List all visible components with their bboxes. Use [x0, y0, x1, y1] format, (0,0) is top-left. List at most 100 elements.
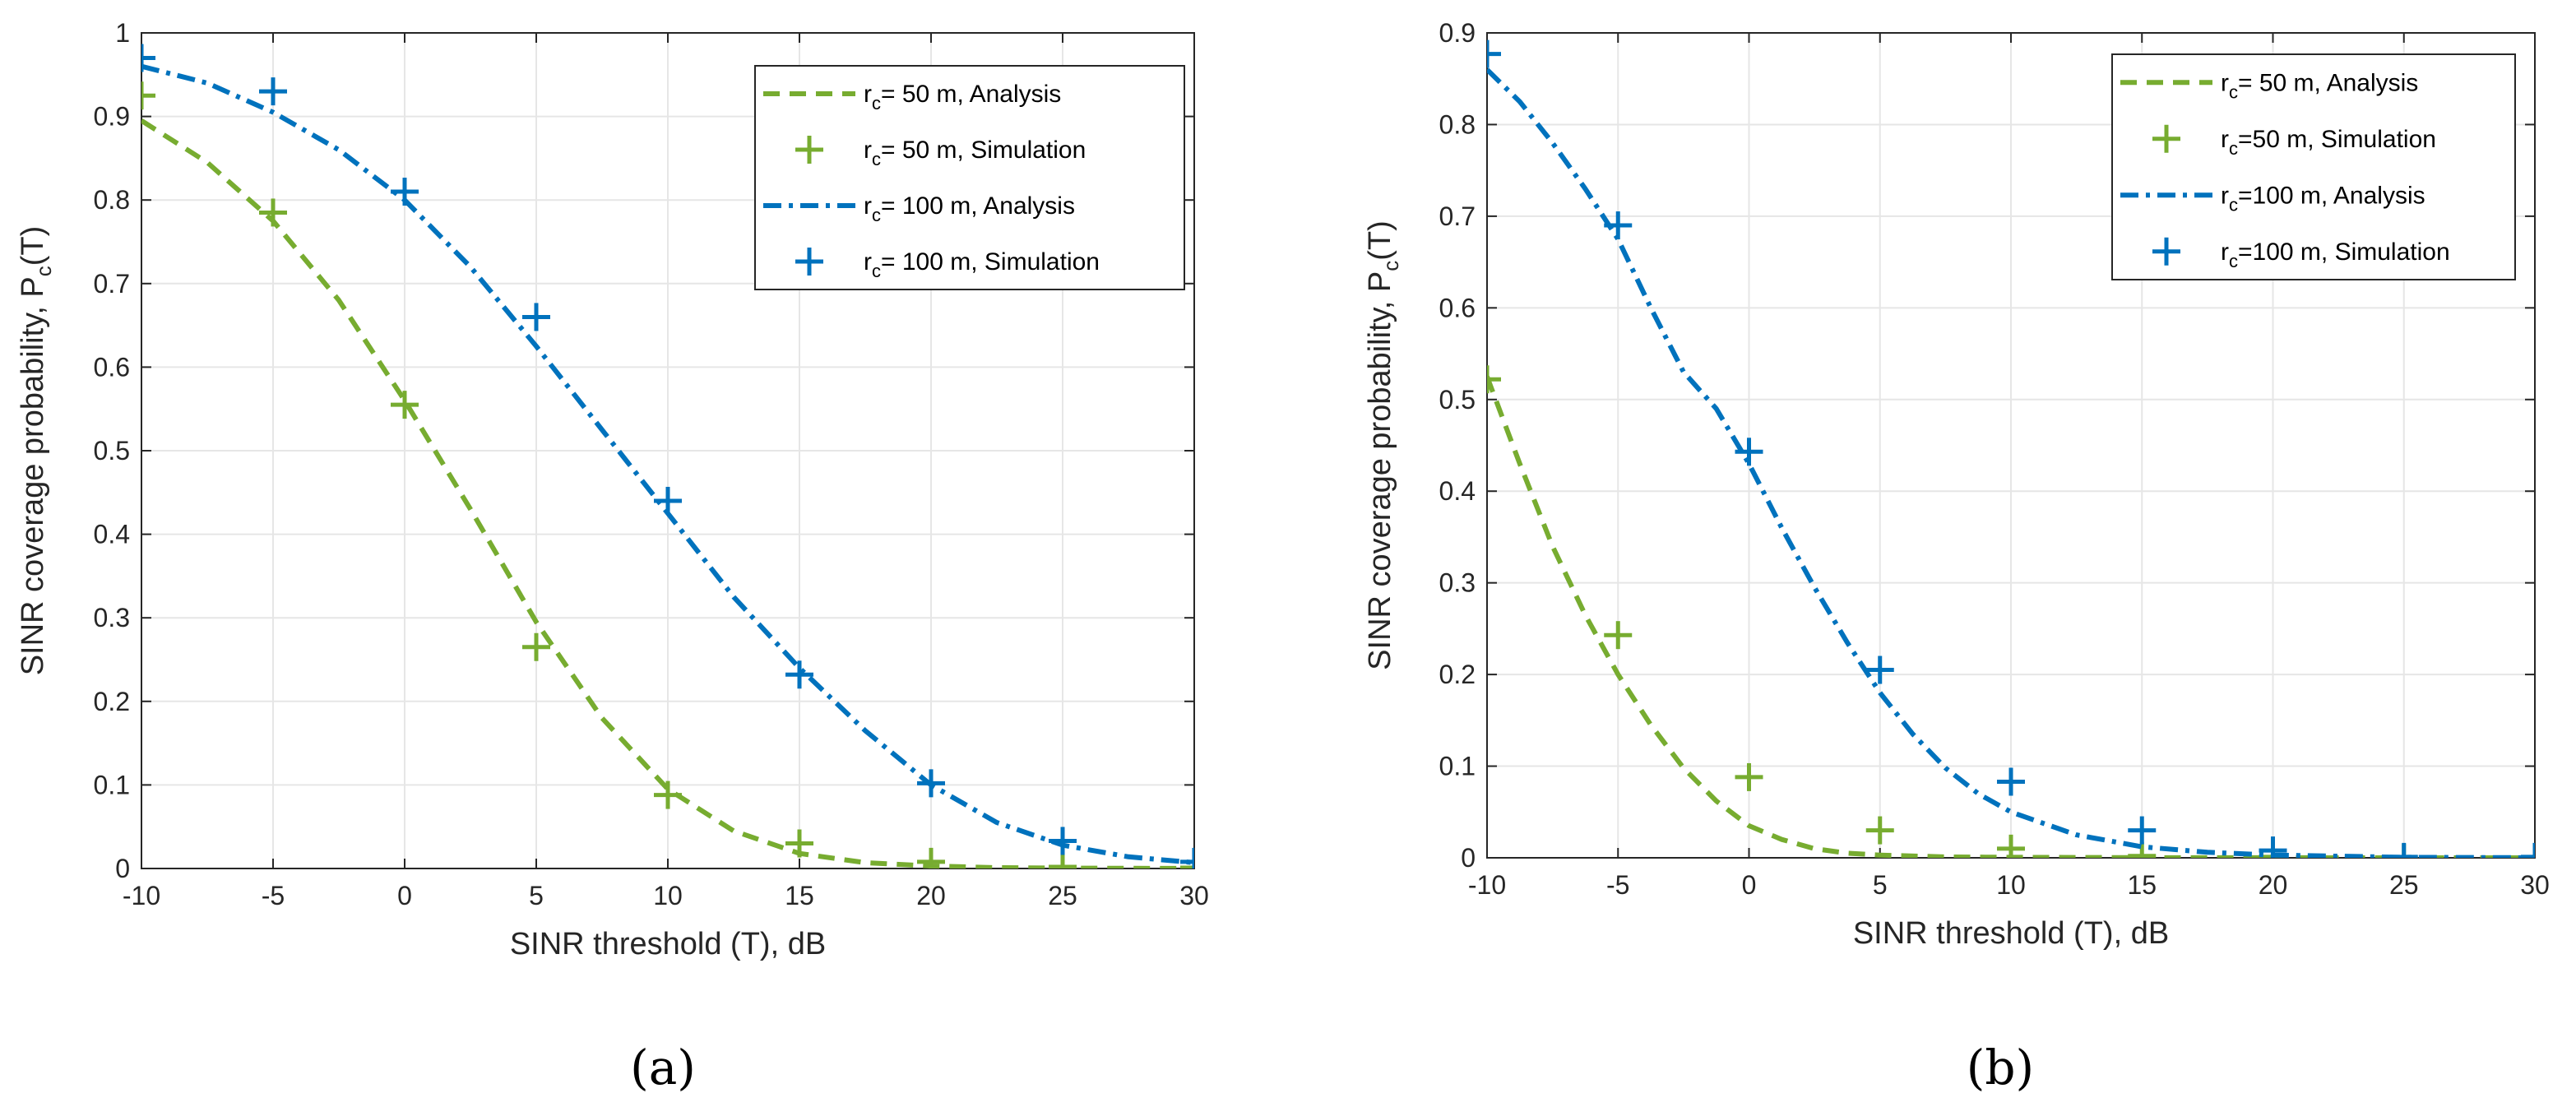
y-tick-label: 0.4: [1439, 476, 1476, 506]
x-tick-label: 20: [2259, 870, 2288, 900]
legend-label-post: = 100 m, Simulation: [881, 248, 1100, 276]
data-point: [2521, 842, 2535, 858]
legend-label-post: =100 m, Analysis: [2238, 182, 2425, 209]
data-point: [2128, 816, 2157, 845]
legend-label: rc=100 m, Simulation: [2221, 239, 2450, 271]
x-tick-label: -10: [1468, 870, 1506, 900]
legend-label-pre: r: [2221, 69, 2229, 96]
y-tick-label: 0.5: [94, 436, 130, 465]
data-point: [391, 391, 419, 419]
data-point: [785, 829, 813, 858]
data-point: [654, 780, 682, 809]
data-point: [391, 178, 419, 206]
data-point: [522, 303, 550, 331]
y-axis-label-main: SINR coverage probability, P: [16, 276, 50, 675]
y-tick-label: 0.6: [1439, 293, 1476, 322]
x-tick-label: -5: [262, 881, 285, 910]
data-point: [785, 660, 813, 689]
y-tick-label: 0.3: [94, 603, 130, 632]
legend-label-post: = 50 m, Analysis: [881, 81, 1061, 108]
legend-label-pre: r: [864, 192, 872, 220]
x-tick-label: 20: [916, 881, 946, 910]
legend-label: rc= 50 m, Simulation: [864, 137, 1086, 169]
x-axis-label: SINR threshold (T), dB: [510, 927, 826, 961]
y-tick-label: 0.4: [94, 520, 130, 549]
x-tick-label: 5: [529, 881, 544, 910]
legend-label-sub: c: [2229, 251, 2238, 271]
y-tick-label: 0.6: [94, 352, 130, 382]
legend-marker: [2152, 237, 2180, 266]
y-tick-label: 0: [1461, 843, 1476, 873]
y-axis-label-sub: c: [31, 266, 56, 276]
legend-label-sub: c: [2229, 81, 2238, 102]
data-point: [1487, 365, 1501, 394]
legend-label-sub: c: [2229, 194, 2238, 215]
chart-panel-b: -10 -5 0 5 10 15 20 25 30 0 0.1 0.2 0.3 0.4 0.5 0.6 0.7 0…: [1363, 18, 2550, 951]
data-point: [1865, 655, 1894, 684]
data-point: [2259, 836, 2287, 858]
legend-label: rc= 50 m, Analysis: [864, 81, 1061, 113]
legend-label: rc= 50 m, Analysis: [2221, 69, 2418, 102]
data-point: [259, 198, 287, 227]
y-tick-label: 0.7: [94, 269, 130, 299]
legend-label: rc=50 m, Simulation: [2221, 126, 2436, 159]
y-axis-label-tail: (T): [16, 226, 50, 266]
y-tick-label: 0.5: [1439, 385, 1476, 415]
x-tick-label: 30: [2520, 870, 2550, 900]
data-point: [917, 847, 945, 868]
chart-panel-a: -10 -5 0 5 10 15 20 25 30 0 0.1 0.2 0.3 0.4 0.5 0.6 0.7 0…: [16, 18, 1209, 961]
data-point: [1487, 39, 1501, 68]
data-point: [259, 77, 287, 106]
legend-label-pre: r: [2221, 126, 2229, 153]
y-tick-label: 0.9: [94, 102, 130, 132]
y-axis-label-main: SINR coverage probability, P: [1363, 271, 1397, 670]
y-tick-label: 0.2: [94, 687, 130, 716]
plot-series-group: [1487, 39, 2535, 858]
legend-label: rc= 100 m, Simulation: [864, 248, 1100, 281]
legend-label-pre: r: [864, 137, 872, 164]
x-tick-label: 30: [1179, 881, 1209, 910]
plot-series-group: [141, 44, 1194, 868]
data-point: [141, 81, 155, 110]
data-point: [1735, 762, 1763, 791]
data-point: [2128, 841, 2157, 858]
legend-box: [754, 65, 1185, 290]
data-point: [2389, 842, 2418, 858]
x-tick-label: 25: [1048, 881, 1077, 910]
data-point: [1049, 852, 1077, 868]
y-tick-label: 0.7: [1439, 201, 1476, 231]
legend-marker: [795, 136, 823, 164]
x-tick-label: -5: [1606, 870, 1629, 900]
y-tick-label: 0.8: [94, 185, 130, 215]
data-point: [1604, 621, 1633, 650]
legend-marker: [2152, 124, 2180, 153]
y-tick-label: 0.1: [1439, 752, 1476, 781]
legend-label-pre: r: [2221, 182, 2229, 209]
legend-label-sub: c: [872, 205, 881, 225]
y-tick-label: 0: [115, 854, 130, 883]
y-tick-label: 0.1: [94, 770, 130, 799]
data-point: [1180, 847, 1194, 868]
legend-box: [2111, 53, 2516, 280]
caption-b: (b): [1967, 1040, 2034, 1095]
legend-label-post: = 100 m, Analysis: [881, 192, 1075, 220]
y-tick-label: 0.3: [1439, 568, 1476, 598]
series-line: [1487, 67, 2535, 858]
data-point: [917, 769, 945, 798]
x-tick-label: 10: [1996, 870, 2026, 900]
y-axis-label: SINR coverage probability, Pc(T): [16, 226, 56, 676]
legend-label-post: =50 m, Simulation: [2238, 126, 2436, 153]
y-tick-label: 0.9: [1439, 18, 1476, 48]
x-axis-label: SINR threshold (T), dB: [1853, 916, 2169, 951]
legend-label-pre: r: [864, 248, 872, 276]
x-tick-label: -10: [123, 881, 160, 910]
legend-marker: [795, 248, 823, 276]
x-tick-label: 15: [785, 881, 814, 910]
data-point: [1049, 827, 1077, 855]
x-tick-label: 0: [1742, 870, 1757, 900]
y-tick-label: 1: [115, 18, 130, 48]
data-point: [522, 632, 550, 661]
data-point: [1865, 816, 1894, 845]
data-point: [1180, 853, 1194, 868]
